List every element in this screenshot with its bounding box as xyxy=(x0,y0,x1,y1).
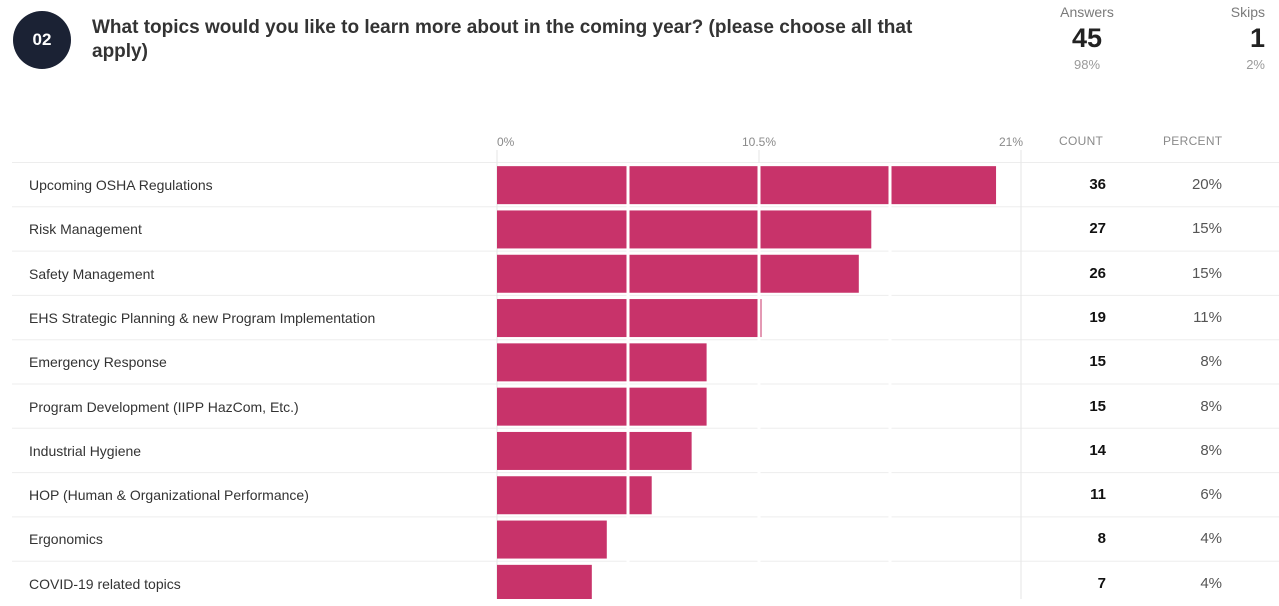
bar xyxy=(497,520,607,559)
percent-value: 15% xyxy=(1191,264,1222,282)
answers-stat: Answers 45 98% xyxy=(1057,4,1117,72)
category-label: Safety Management xyxy=(29,265,155,282)
skips-stat: Skips 1 2% xyxy=(1231,4,1265,72)
percent-value: 20% xyxy=(1191,176,1222,193)
count-value: 15 xyxy=(1089,397,1106,415)
category-label: COVID-19 related topics xyxy=(29,575,181,592)
percent-value: 4% xyxy=(1200,530,1222,548)
count-value: 36 xyxy=(1089,176,1106,193)
answers-value: 45 xyxy=(1071,23,1103,53)
bar xyxy=(497,564,592,599)
skips-label: Skips xyxy=(1230,4,1265,20)
count-value: 26 xyxy=(1089,264,1106,282)
count-value: 15 xyxy=(1089,353,1106,371)
count-value: 11 xyxy=(1090,486,1106,504)
count-column-header: COUNT xyxy=(1059,134,1104,148)
count-value: 7 xyxy=(1097,574,1106,592)
count-value: 27 xyxy=(1089,220,1106,238)
count-value: 19 xyxy=(1089,308,1106,326)
count-value: 8 xyxy=(1097,530,1106,548)
percent-value: 8% xyxy=(1200,397,1222,415)
category-label: Industrial Hygiene xyxy=(29,442,142,459)
category-label: Program Development (IIPP HazCom, Etc.) xyxy=(29,398,299,415)
category-label: Upcoming OSHA Regulations xyxy=(29,177,213,193)
percent-value: 11% xyxy=(1193,308,1222,326)
category-label: Risk Management xyxy=(29,221,142,238)
bar xyxy=(497,254,859,293)
x-tick-label: 21% xyxy=(999,135,1023,149)
percent-value: 8% xyxy=(1200,441,1222,459)
percent-column-header: PERCENT xyxy=(1163,134,1223,148)
x-tick-label: 0% xyxy=(497,135,515,149)
bar xyxy=(497,210,872,249)
bar xyxy=(497,476,652,515)
count-value: 14 xyxy=(1089,441,1106,459)
percent-value: 15% xyxy=(1191,220,1222,238)
answers-percent: 98% xyxy=(1073,57,1101,72)
category-label: Emergency Response xyxy=(29,354,167,371)
bar xyxy=(497,387,707,426)
category-label: HOP (Human & Organizational Performance) xyxy=(29,487,309,504)
bar xyxy=(497,343,707,382)
question-title: What topics would you like to learn more… xyxy=(92,17,913,62)
bar xyxy=(497,166,997,205)
percent-value: 4% xyxy=(1200,574,1222,592)
x-tick-label: 10.5% xyxy=(742,135,776,149)
bar xyxy=(497,299,762,338)
question-number-badge: 02 xyxy=(13,11,71,69)
category-label: EHS Strategic Planning & new Program Imp… xyxy=(29,309,376,326)
category-label: Ergonomics xyxy=(29,531,103,548)
skips-percent: 2% xyxy=(1246,57,1265,72)
skips-value: 1 xyxy=(1249,23,1265,53)
answers-label: Answers xyxy=(1060,4,1114,20)
bar xyxy=(497,431,692,470)
percent-value: 8% xyxy=(1200,353,1222,371)
percent-value: 6% xyxy=(1200,486,1222,504)
